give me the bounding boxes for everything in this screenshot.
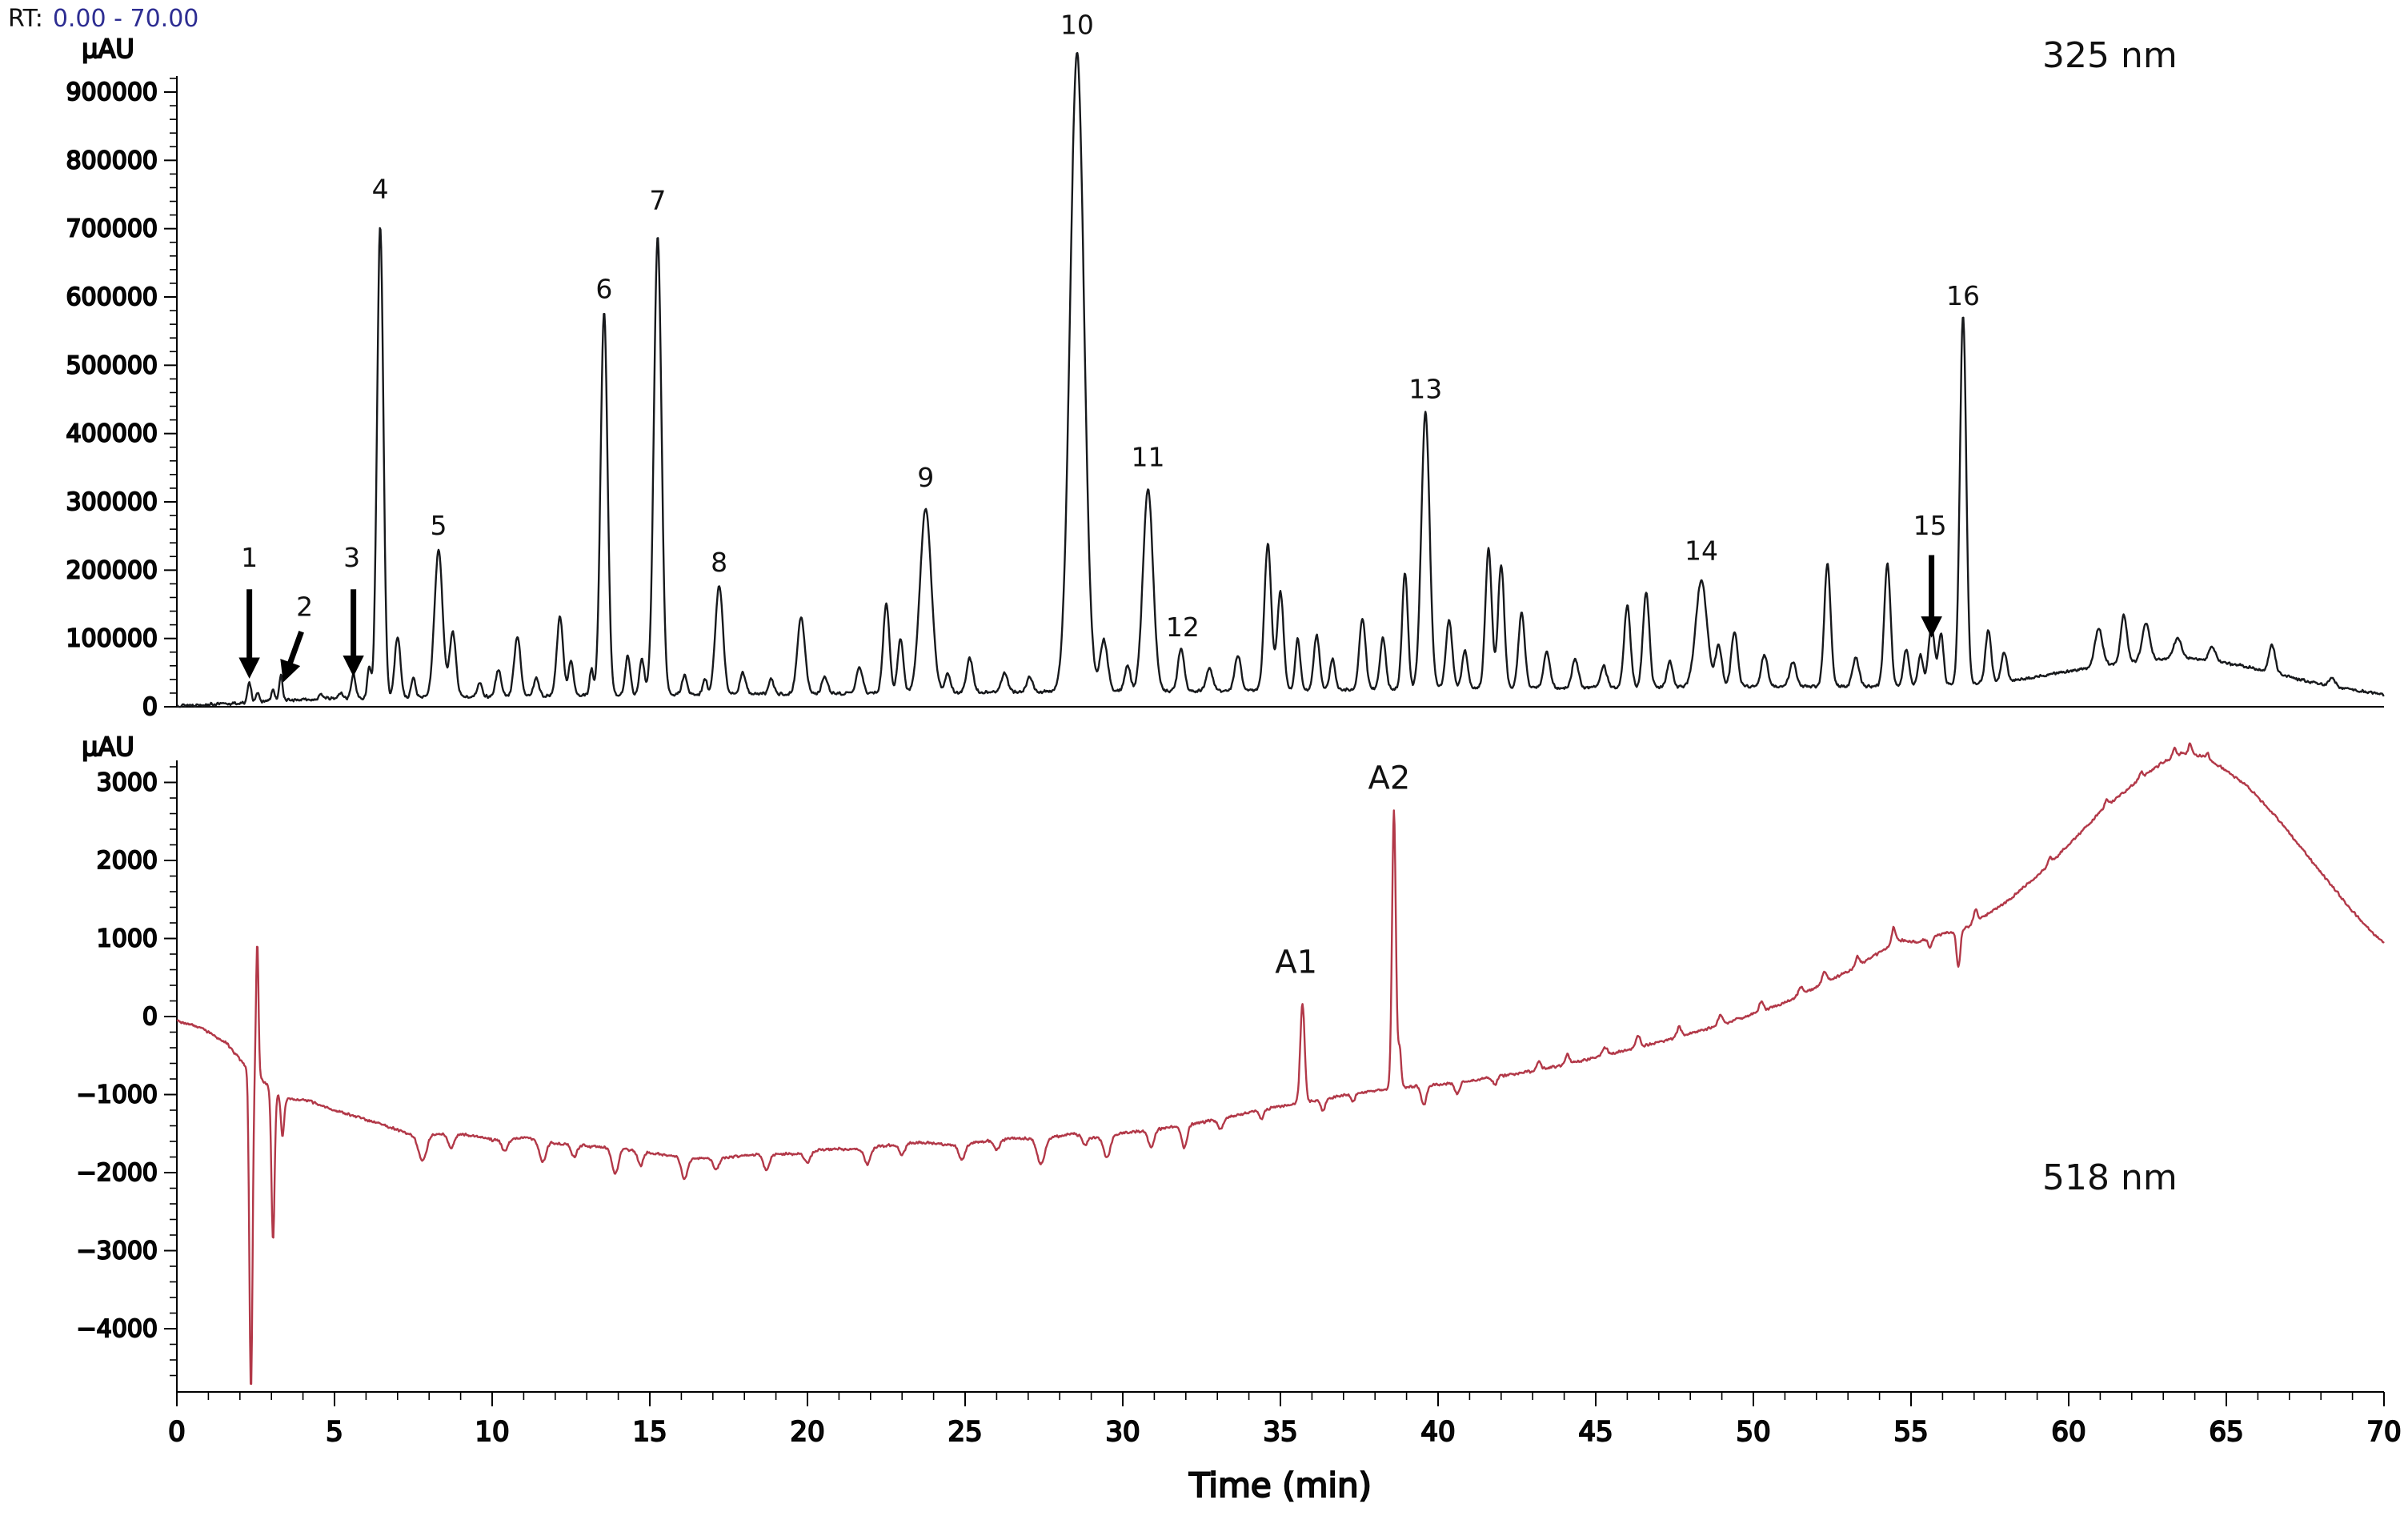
top-y-tick-label: 300000	[66, 488, 158, 516]
bottom-y-tick-label: −3000	[77, 1237, 158, 1265]
x-tick-label: 20	[790, 1416, 824, 1448]
x-tick-label: 35	[1263, 1416, 1297, 1448]
x-tick-label: 55	[1893, 1416, 1928, 1448]
peak-label-12: 12	[1166, 612, 1200, 643]
top-y-tick-label: 100000	[66, 625, 158, 653]
peak-label-11: 11	[1132, 442, 1165, 473]
top-y-tick-label: 400000	[66, 420, 158, 448]
peak-label-15: 15	[1913, 510, 1947, 541]
axes: 9000008000007000006000005000004000003000…	[65, 33, 2402, 1506]
bottom-y-tick-label: −2000	[77, 1159, 158, 1187]
top-y-axis-unit-label: µAU	[82, 34, 134, 64]
peak-label-8: 8	[711, 547, 727, 578]
top-y-tick-label: 200000	[66, 556, 158, 584]
peak-label-16: 16	[1946, 280, 1980, 311]
x-tick-label: 70	[2366, 1416, 2401, 1448]
bottom-y-axis-unit-label: µAU	[82, 732, 134, 762]
x-tick-label: 5	[326, 1416, 343, 1448]
rt-value: 0.00 - 70.00	[52, 5, 199, 33]
x-tick-label: 10	[475, 1416, 509, 1448]
peak-label-10: 10	[1060, 9, 1094, 40]
x-tick-label: 45	[1578, 1416, 1613, 1448]
x-tick-label: 60	[2051, 1416, 2085, 1448]
x-tick-label: 50	[1736, 1416, 1770, 1448]
bottom-y-tick-label: 3000	[97, 769, 158, 797]
x-axis-title: Time (min)	[1188, 1466, 1372, 1505]
trace-325nm	[176, 52, 2385, 708]
x-tick-label: 30	[1105, 1416, 1140, 1448]
top-y-tick-label: 0	[142, 693, 158, 721]
peak-label-1: 1	[241, 542, 258, 573]
x-tick-label: 65	[2209, 1416, 2243, 1448]
x-tick-label: 15	[632, 1416, 667, 1448]
top-y-tick-label: 800000	[66, 146, 158, 174]
retention-time-range: RT: 0.00 - 70.00	[8, 5, 198, 33]
top-y-axis: 900000 800000 700000 600000 500000 400000 3000…	[65, 33, 2384, 722]
peak-arrow-2	[280, 630, 304, 683]
trace-518nm	[176, 742, 2385, 1386]
top-y-tick-label: 700000	[66, 215, 158, 243]
peak-label-9: 9	[917, 462, 934, 493]
top-y-tick-label: 500000	[66, 351, 158, 379]
peak-label-5: 5	[431, 510, 447, 541]
annotation-A2: A2	[1368, 760, 1411, 796]
bottom-y-tick-label: 0	[142, 1003, 158, 1031]
x-tick-label: 40	[1420, 1416, 1455, 1448]
x-axis: 0 5 10 15 20 25 30 35 40 45 50 55 60 65 70 Time (min)	[167, 1391, 2402, 1506]
peak-label-13: 13	[1408, 373, 1442, 404]
bottom-y-axis: 3000 2000 1000 0 −1000 −2000 −3000 −4000 µAU	[76, 731, 178, 1392]
bottom-y-tick-label: −1000	[77, 1081, 158, 1109]
peak-label-6: 6	[595, 274, 612, 305]
rt-label: RT:	[8, 5, 43, 33]
top-y-tick-label: 600000	[66, 283, 158, 311]
wavelength-label-518nm: 518 nm	[2042, 1157, 2178, 1198]
peak-label-14: 14	[1685, 535, 1718, 567]
annotation-A1: A1	[1275, 944, 1317, 981]
wavelength-label-325nm: 325 nm	[2042, 35, 2178, 76]
x-tick-label: 0	[168, 1416, 186, 1448]
bottom-y-tick-label: −4000	[77, 1315, 158, 1343]
peak-label-7: 7	[649, 185, 666, 216]
peak-label-2: 2	[296, 592, 313, 623]
peak-label-4: 4	[372, 173, 389, 204]
bottom-y-tick-label: 2000	[97, 847, 158, 875]
peak-label-3: 3	[343, 542, 360, 573]
bottom-y-tick-label: 1000	[97, 925, 158, 953]
x-tick-label: 25	[948, 1416, 982, 1448]
top-y-tick-label: 900000	[66, 78, 158, 106]
